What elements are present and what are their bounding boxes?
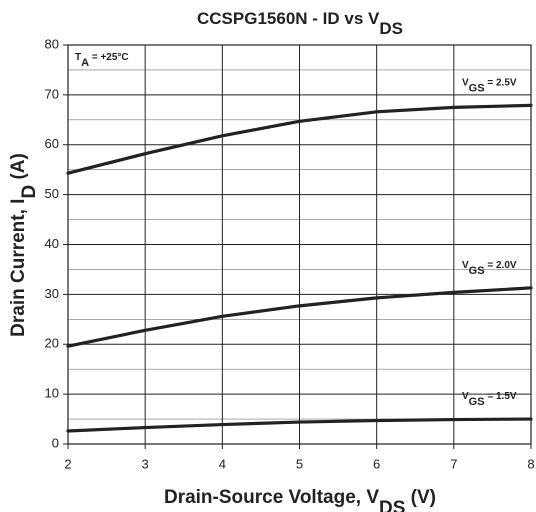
text-part: = 2.5V [485, 77, 517, 88]
grid [63, 44, 532, 449]
subscript: GS [469, 396, 485, 408]
series-label: VGS = 1.5V [462, 391, 517, 408]
text-part: Drain Current, I [8, 199, 29, 337]
series-line [66, 286, 533, 348]
series-line [66, 417, 533, 433]
text-part: (A) [8, 153, 29, 185]
lines [66, 103, 533, 433]
text-part: = +25°C [89, 52, 129, 63]
subscript: GS [469, 265, 485, 277]
series-label: VGS = 2.0V [462, 260, 517, 277]
text-part: T [75, 52, 81, 63]
text-part: CCSPG1560N - ID vs V [197, 9, 380, 28]
subscript: A [81, 57, 89, 69]
x-tick-label: 4 [219, 456, 226, 471]
y-tick-label: 50 [45, 186, 59, 201]
text-part: = 2.0V [485, 260, 517, 271]
subscript: D [19, 185, 40, 199]
chart-title: CCSPG1560N - ID vs VDS [197, 9, 403, 38]
text-part: V [462, 260, 469, 271]
y-tick-label: 70 [45, 86, 59, 101]
subscript: DS [379, 498, 405, 512]
y-tick-label: 80 [45, 36, 59, 51]
y-tick-label: 10 [45, 386, 59, 401]
y-tick-label: 60 [45, 136, 59, 151]
plot-frame [67, 44, 532, 445]
x-tick-label: 2 [64, 456, 71, 471]
x-axis-title: Drain-Source Voltage, VDS (V) [164, 487, 436, 512]
y-tick-label: 40 [45, 236, 59, 251]
y-tick-label: 0 [52, 435, 59, 450]
x-tick-label: 5 [296, 456, 303, 471]
text-part: (V) [405, 487, 436, 508]
series-line [66, 103, 533, 175]
text-part: V [462, 391, 469, 402]
subscript: GS [469, 82, 485, 94]
text-part: = 1.5V [485, 391, 517, 402]
y-tick-label: 20 [45, 336, 59, 351]
x-tick-label: 6 [373, 456, 380, 471]
x-tick-label: 3 [142, 456, 149, 471]
x-tick-label: 7 [450, 456, 457, 471]
series-label: VGS = 2.5V [462, 77, 517, 94]
annotation: TA = +25°C [75, 52, 129, 69]
y-tick-label: 30 [45, 286, 59, 301]
y-axis-title: Drain Current, ID (A) [8, 153, 40, 337]
text-part: Drain-Source Voltage, V [164, 487, 379, 508]
text-part: V [462, 77, 469, 88]
subscript: DS [379, 19, 403, 38]
x-tick-label: 8 [527, 456, 534, 471]
